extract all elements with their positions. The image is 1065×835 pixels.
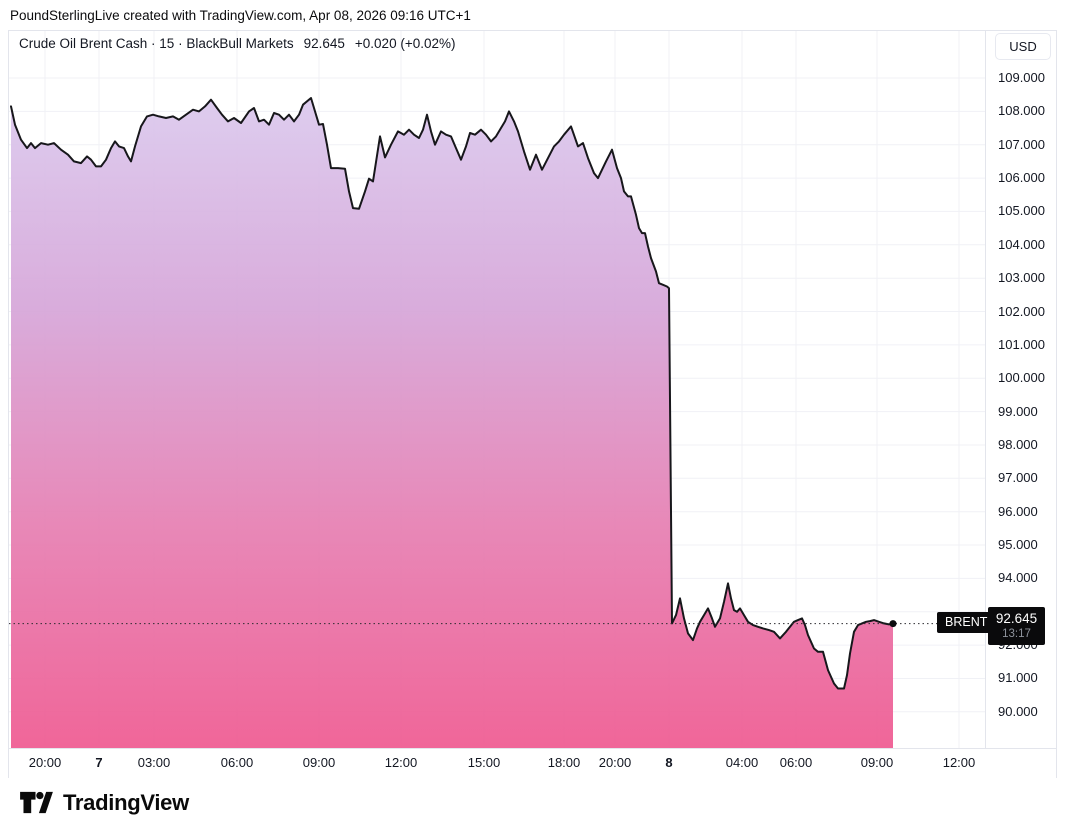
- time-tick-label: 06:00: [779, 755, 813, 770]
- time-tick-label: 12:00: [942, 755, 976, 770]
- price-tick-label: 101.000: [998, 337, 1045, 352]
- area-fill: [11, 98, 893, 749]
- time-tick-label: 18:00: [547, 755, 581, 770]
- price-tick-label: 96.000: [998, 504, 1038, 519]
- price-tick-label: 109.000: [998, 70, 1045, 85]
- time-tick-label: 04:00: [725, 755, 759, 770]
- last-price-flag: 92.645 13:17: [988, 607, 1045, 645]
- last-price-time: 13:17: [1002, 628, 1031, 640]
- time-tick-label: 20:00: [28, 755, 62, 770]
- attribution-text: PoundSterlingLive created with TradingVi…: [10, 8, 471, 23]
- price-tick-label: 94.000: [998, 570, 1038, 585]
- time-tick-label: 06:00: [220, 755, 254, 770]
- price-tick-label: 105.000: [998, 203, 1045, 218]
- price-tick-label: 91.000: [998, 670, 1038, 685]
- chart-frame: Crude Oil Brent Cash · 15 · BlackBull Ma…: [8, 30, 1057, 778]
- currency-toggle-button[interactable]: USD: [995, 33, 1051, 60]
- price-tick-label: 107.000: [998, 137, 1045, 152]
- price-line: [10, 97, 894, 690]
- tradingview-logo-text: TradingView: [63, 789, 189, 815]
- tradingview-logo[interactable]: TradingView: [19, 789, 189, 816]
- price-tick-label: 102.000: [998, 304, 1045, 319]
- price-tick-label: 104.000: [998, 237, 1045, 252]
- price-tick-label: 99.000: [998, 404, 1038, 419]
- time-tick-label: 15:00: [467, 755, 501, 770]
- time-tick-label-day: 7: [95, 755, 103, 770]
- price-tick-label: 95.000: [998, 537, 1038, 552]
- time-tick-label: 09:00: [302, 755, 336, 770]
- price-tick-label: 97.000: [998, 470, 1038, 485]
- chart-legend: Crude Oil Brent Cash · 15 · BlackBull Ma…: [19, 36, 455, 51]
- price-tick-label: 98.000: [998, 437, 1038, 452]
- time-scale[interactable]: 20:00 7 03:00 06:00 09:00 12:00 15:00 18:00 20:0…: [9, 748, 1056, 778]
- price-tick-label: 106.000: [998, 170, 1045, 185]
- tradingview-icon: [20, 791, 53, 814]
- time-tick-label: 12:00: [384, 755, 418, 770]
- last-point-marker: [889, 620, 897, 628]
- price-tick-label: 90.000: [998, 704, 1038, 719]
- time-tick-label: 20:00: [598, 755, 632, 770]
- time-tick-label: 03:00: [137, 755, 171, 770]
- legend-change: +0.020 (+0.02%): [354, 36, 456, 51]
- time-tick-label-day: 8: [665, 755, 673, 770]
- symbol-price-flag: BRENT: [937, 612, 996, 633]
- time-tick-label: 09:00: [860, 755, 894, 770]
- price-tick-label: 100.000: [998, 370, 1045, 385]
- price-tick-label: 108.000: [998, 103, 1045, 118]
- price-chart-canvas[interactable]: [9, 31, 986, 749]
- symbol-title[interactable]: Crude Oil Brent Cash · 15 · BlackBull Ma…: [19, 36, 294, 51]
- legend-last-price: 92.645: [303, 36, 345, 51]
- price-tick-label: 103.000: [998, 270, 1045, 285]
- last-price-value: 92.645: [995, 611, 1038, 626]
